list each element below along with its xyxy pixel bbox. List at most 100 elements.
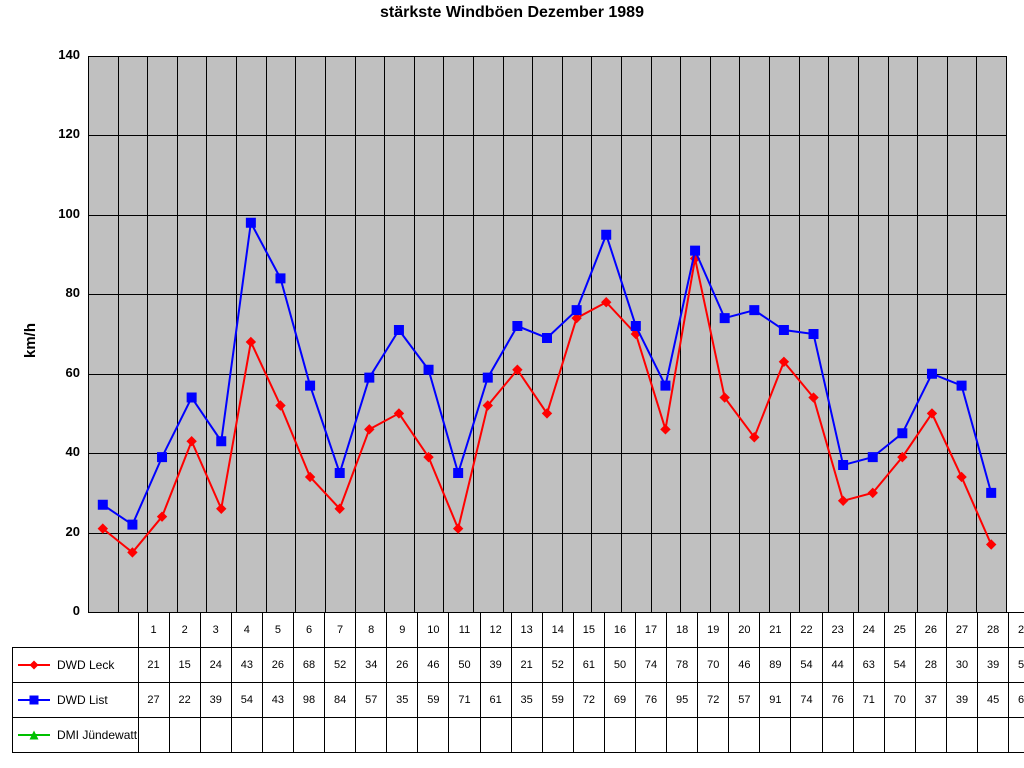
x-label-cell: 29 xyxy=(1009,613,1024,648)
table-cell xyxy=(387,718,418,753)
series-marker xyxy=(365,425,374,434)
series-marker xyxy=(246,218,255,227)
x-label-cell: 16 xyxy=(604,613,635,648)
table-cell: 59 xyxy=(418,683,449,718)
table-cell: 57 xyxy=(356,683,387,718)
series-marker xyxy=(987,540,996,549)
series-marker xyxy=(483,373,492,382)
table-cell xyxy=(791,718,822,753)
table-header-row: 1234567891011121314151617181920212223242… xyxy=(13,613,1024,648)
x-label-cell: 6 xyxy=(293,613,324,648)
table-cell: 70 xyxy=(884,683,915,718)
table-cell: 24 xyxy=(200,648,231,683)
x-label-cell: 17 xyxy=(636,613,667,648)
table-cell: 45 xyxy=(978,683,1009,718)
series-marker xyxy=(779,326,788,335)
table-cell xyxy=(231,718,262,753)
table-cell: 44 xyxy=(822,648,853,683)
series-marker xyxy=(513,322,522,331)
legend-cell: DMI Jündewatt xyxy=(13,718,139,753)
table-cell: 43 xyxy=(231,648,262,683)
table-cell xyxy=(760,718,791,753)
table-cell xyxy=(667,718,698,753)
x-label-cell: 7 xyxy=(325,613,356,648)
table-row: DMI Jündewatt xyxy=(13,718,1024,753)
series-marker xyxy=(987,488,996,497)
x-label-cell: 1 xyxy=(138,613,169,648)
legend-label: DMI Jündewatt xyxy=(57,728,137,742)
series-marker xyxy=(217,437,226,446)
data-table: 1234567891011121314151617181920212223242… xyxy=(12,612,1024,753)
series-marker xyxy=(454,524,463,533)
series-marker xyxy=(839,496,848,505)
legend-marker-icon xyxy=(17,728,51,742)
legend-label: DWD Leck xyxy=(57,658,114,672)
series-marker xyxy=(868,453,877,462)
x-label-cell: 13 xyxy=(511,613,542,648)
table-cell: 46 xyxy=(418,648,449,683)
series-marker xyxy=(927,369,936,378)
series-line xyxy=(103,259,991,553)
table-cell: 30 xyxy=(946,648,977,683)
table-cell: 21 xyxy=(511,648,542,683)
series-marker xyxy=(394,326,403,335)
table-cell xyxy=(262,718,293,753)
table-cell: 76 xyxy=(636,683,667,718)
table-row: DWD Leck21152443266852342646503921526150… xyxy=(13,648,1024,683)
series-marker xyxy=(691,246,700,255)
table-cell: 70 xyxy=(698,648,729,683)
x-label-cell: 22 xyxy=(791,613,822,648)
table-cell xyxy=(418,718,449,753)
table-cell: 37 xyxy=(915,683,946,718)
table-cell xyxy=(636,718,667,753)
table-cell xyxy=(573,718,604,753)
table-cell xyxy=(511,718,542,753)
series-marker xyxy=(661,381,670,390)
series-marker xyxy=(158,453,167,462)
series-marker xyxy=(187,393,196,402)
table-cell: 35 xyxy=(387,683,418,718)
table-cell xyxy=(604,718,635,753)
table-cell: 21 xyxy=(138,648,169,683)
x-label-cell: 12 xyxy=(480,613,511,648)
table-cell: 68 xyxy=(293,648,324,683)
table-cell: 61 xyxy=(480,683,511,718)
series-marker xyxy=(246,337,255,346)
table-cell: 78 xyxy=(667,648,698,683)
x-label-cell: 25 xyxy=(884,613,915,648)
table-cell: 72 xyxy=(573,683,604,718)
series-marker xyxy=(957,381,966,390)
x-label-cell: 4 xyxy=(231,613,262,648)
table-cell: 52 xyxy=(325,648,356,683)
chart-title: stärkste Windböen Dezember 1989 xyxy=(0,0,1024,22)
x-label-cell: 10 xyxy=(418,613,449,648)
x-label-cell: 14 xyxy=(542,613,573,648)
series-marker xyxy=(276,274,285,283)
series-marker xyxy=(572,306,581,315)
table-cell xyxy=(853,718,884,753)
x-label-cell: 3 xyxy=(200,613,231,648)
series-marker xyxy=(454,469,463,478)
x-label-cell: 26 xyxy=(915,613,946,648)
x-label-cell: 20 xyxy=(729,613,760,648)
series-marker xyxy=(957,472,966,481)
series-marker xyxy=(276,401,285,410)
table-cell: 50 xyxy=(1009,648,1024,683)
x-label-cell: 23 xyxy=(822,613,853,648)
legend-cell: DWD List xyxy=(13,683,139,718)
table-cell: 98 xyxy=(293,683,324,718)
table-cell: 39 xyxy=(480,648,511,683)
table-cell: 39 xyxy=(946,683,977,718)
series-marker xyxy=(543,333,552,342)
table-cell: 74 xyxy=(791,683,822,718)
table-row: DWD List27223954439884573559716135597269… xyxy=(13,683,1024,718)
x-label-cell: 5 xyxy=(262,613,293,648)
table-cell xyxy=(138,718,169,753)
table-cell: 57 xyxy=(729,683,760,718)
table-cell xyxy=(480,718,511,753)
table-cell: 59 xyxy=(542,683,573,718)
table-cell: 84 xyxy=(325,683,356,718)
table-cell: 28 xyxy=(915,648,946,683)
table-cell: 71 xyxy=(449,683,480,718)
table-cell xyxy=(542,718,573,753)
